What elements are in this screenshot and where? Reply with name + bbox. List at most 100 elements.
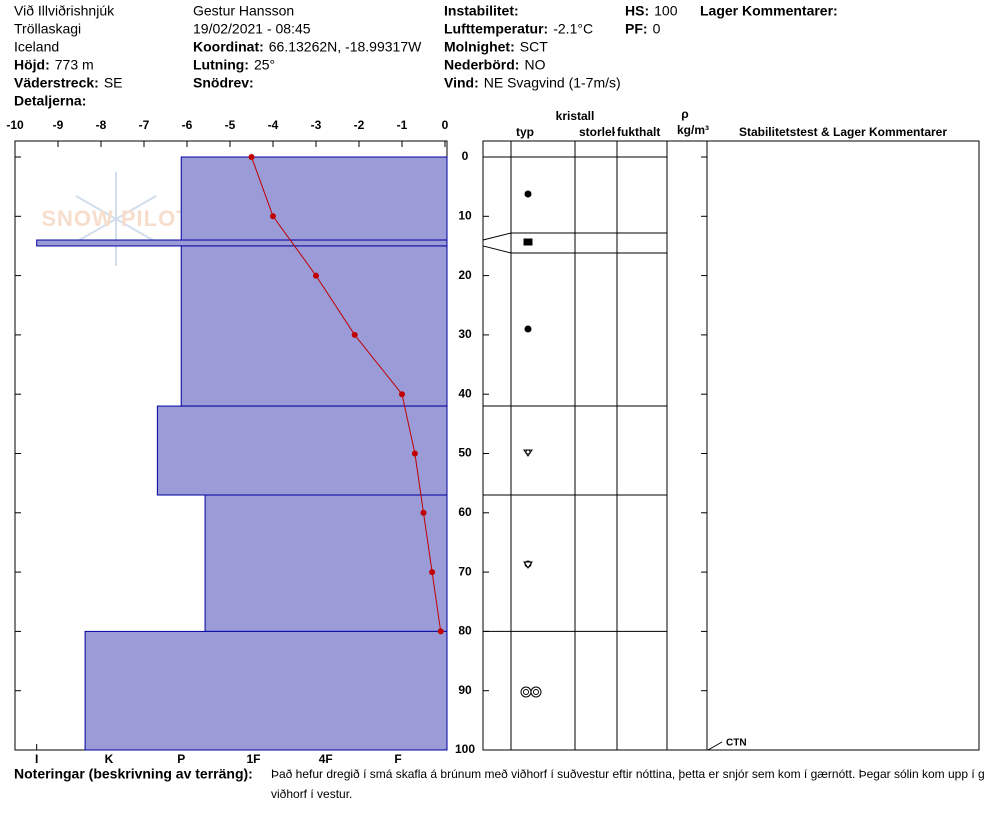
- field-value: 0: [653, 21, 661, 37]
- field-value: Iceland: [14, 39, 59, 55]
- notes-label: Noteringar (beskrivning av terräng):: [14, 766, 253, 782]
- field-value: Tröllaskagi: [14, 21, 81, 37]
- field-value: NE Svagvind (1-7m/s): [484, 75, 621, 91]
- field-label: Snödrev:: [193, 75, 254, 91]
- grain-symbol: [520, 686, 542, 698]
- hardness-bar: [204, 494, 448, 632]
- temperature-point: [420, 509, 427, 516]
- header-comments: Stabilitetstest & Lager Kommentarer: [739, 125, 947, 139]
- temperature-tick-label: -6: [182, 118, 193, 132]
- temperature-tick-label: -1: [397, 118, 408, 132]
- hardness-tick-label: K: [105, 752, 114, 766]
- field-value: Við Illviðrishnjúk: [14, 3, 115, 19]
- temperature-point: [313, 272, 319, 279]
- watermark-logo: SNOW PILOT: [41, 172, 190, 266]
- temperature-point: [437, 628, 444, 635]
- hardness-bar: [84, 630, 448, 751]
- field-label: Nederbörd:: [444, 57, 519, 73]
- field-value: SE: [104, 75, 123, 91]
- field-value: 66.13262N, -18.99317W: [269, 39, 422, 55]
- temperature-tick-label: -7: [139, 118, 150, 132]
- field-label: Koordinat:: [193, 39, 264, 55]
- notes-line: viðhorf í vestur.: [271, 787, 352, 801]
- header-type: typ: [516, 125, 534, 139]
- field-value: NO: [524, 57, 545, 73]
- hardness-tick-label: I: [35, 752, 38, 766]
- header-moisture: fukthalt: [617, 125, 660, 139]
- header-mask: [615, 124, 665, 140]
- stability-arrow: [707, 741, 723, 751]
- table-frame: [482, 140, 980, 751]
- header-size: storlek: [579, 125, 619, 139]
- depth-tick-label: 10: [458, 208, 472, 222]
- field-label: PF:: [625, 21, 648, 37]
- field-label: Detaljerna:: [14, 93, 86, 109]
- hardness-bar: [180, 245, 448, 407]
- row-line: [482, 245, 667, 254]
- hardness-bar: [180, 156, 448, 241]
- field-label: Lager Kommentarer:: [700, 3, 838, 19]
- depth-tick-label: 0: [462, 149, 469, 163]
- field-label: Väderstreck:: [14, 75, 99, 91]
- temperature-point: [270, 213, 276, 220]
- watermark-text: SNOW PILOT: [41, 206, 190, 231]
- hardness-bar: [156, 405, 448, 496]
- field-value: 100: [654, 3, 678, 19]
- temperature-point: [399, 391, 405, 398]
- temperature-point: [248, 154, 255, 160]
- field-value: 25°: [254, 57, 275, 73]
- field-label: Vind:: [444, 75, 479, 91]
- depth-tick-label: 80: [458, 624, 472, 638]
- depth-tick-label: 50: [458, 446, 472, 460]
- table-columns: [510, 141, 708, 750]
- depth-tick-label: 20: [458, 268, 472, 282]
- snowflake: [75, 172, 157, 266]
- temperature-tick-label: -5: [225, 118, 236, 132]
- temperature-point: [351, 331, 358, 338]
- temperature-point: [429, 569, 436, 576]
- hardness-tick-label: P: [177, 752, 185, 766]
- field-label: Instabilitet:: [444, 3, 519, 19]
- temperature-tick-label: 0: [442, 118, 449, 132]
- temperature-point: [411, 450, 418, 457]
- grain-symbol: [524, 190, 532, 198]
- field-label: HS:: [625, 3, 649, 19]
- temperature-tick-label: -8: [96, 118, 107, 132]
- depth-tick-label: 40: [458, 386, 472, 400]
- field-label: Lutning:: [193, 57, 249, 73]
- grain-symbol: [523, 238, 533, 246]
- field-label: Höjd:: [14, 57, 50, 73]
- field-value: SCT: [520, 39, 548, 55]
- grain-symbol: [523, 560, 533, 569]
- stability-result: CTN: [726, 738, 747, 749]
- depth-tick-label: 70: [458, 564, 472, 578]
- field-label: Molnighet:: [444, 39, 515, 55]
- temperature-tick-label: -4: [268, 118, 279, 132]
- grain-symbol: [523, 449, 533, 457]
- field-value: -2.1°C: [553, 21, 593, 37]
- temperature-tick-label: -3: [311, 118, 322, 132]
- field-value: 19/02/2021 - 08:45: [193, 21, 311, 37]
- hardness-bar: [36, 239, 448, 247]
- field-value: Gestur Hansson: [193, 3, 294, 19]
- header-density-unit: kg/m³: [677, 123, 709, 137]
- hardness-tick-label: 4F: [319, 752, 333, 766]
- temperature-tick-label: -9: [53, 118, 64, 132]
- grain-symbol: [524, 325, 532, 333]
- row-line: [482, 232, 667, 241]
- depth-tick-label: 30: [458, 327, 472, 341]
- depth-tick-label: 100: [455, 742, 475, 756]
- grain-symbols: [520, 190, 542, 698]
- hardness-tick-label: F: [394, 752, 401, 766]
- temperature-tick-label: -10: [6, 118, 24, 132]
- notes-line: Það hefur dregið í smá skafla á brúnum m…: [271, 767, 985, 781]
- field-value: 773 m: [55, 57, 94, 73]
- depth-tick-label: 60: [458, 505, 472, 519]
- field-label: Lufttemperatur:: [444, 21, 548, 37]
- hardness-tick-label: 1F: [246, 752, 260, 766]
- depth-tick-label: 90: [458, 683, 472, 697]
- temperature-tick-label: -2: [354, 118, 365, 132]
- header-density-symbol: ρ: [681, 107, 688, 121]
- header-crystal: kristall: [556, 109, 595, 123]
